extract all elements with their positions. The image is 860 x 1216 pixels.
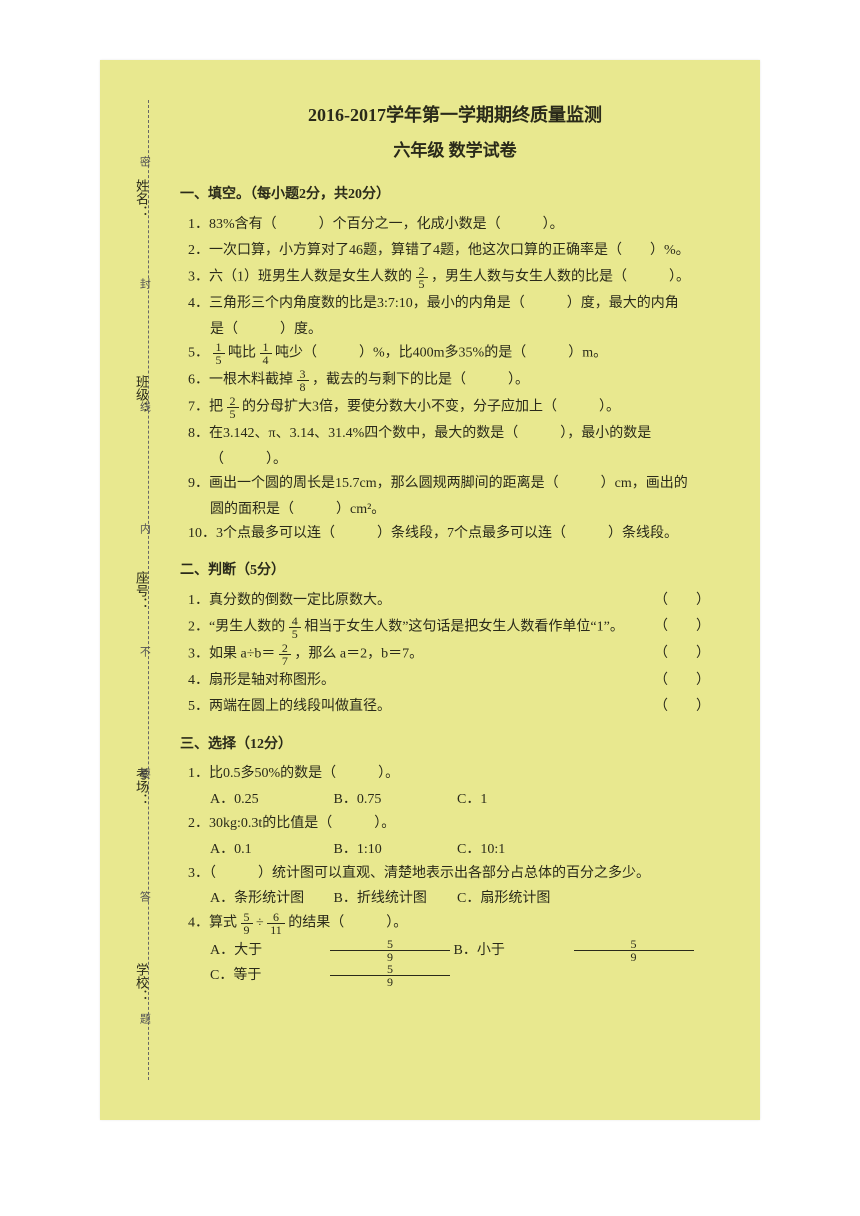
- choice-q2: 2．30kg:0.3t的比值是（ ）。: [188, 812, 730, 836]
- exam-paper: 姓名： 班级： 座号： 考场： 学校： 密 封 线 内 不 要 答 题 2016…: [100, 60, 760, 1120]
- fill-q2: 2．一次口算，小方算对了46题，算错了4题，他这次口算的正确率是（ ）%。: [188, 239, 730, 263]
- fill-q4: 4．三角形三个内角度数的比是3:7:10，最小的内角是（ ）度，最大的内角: [188, 292, 730, 316]
- fraction-3-8: 38: [297, 368, 309, 393]
- section-1-heading: 一、填空。（每小题2分，共20分）: [180, 183, 730, 207]
- fraction-1-5: 15: [213, 341, 225, 366]
- choice-q1-options: A．0.25 B．0.75 C．1: [210, 788, 730, 812]
- fill-q3: 3．六（1）班男生人数是女生人数的 25 ，男生人数与女生人数的比是（ ）。: [188, 265, 730, 290]
- judge-q5: 5．两端在圆上的线段叫做直径。（ ）: [188, 695, 730, 719]
- exam-title-line2: 六年级 数学试卷: [180, 137, 730, 166]
- fraction-5-9a: 59: [241, 911, 253, 936]
- choice-q3: 3．（ ）统计图可以直观、清楚地表示出各部分占总体的百分之多少。: [188, 862, 730, 886]
- fraction-2-5b: 25: [227, 395, 239, 420]
- seal-line-text: 密 封 线 内 不 要 答 题: [136, 100, 152, 1080]
- judge-q4: 4．扇形是轴对称图形。（ ）: [188, 669, 730, 693]
- choice-q4: 4．算式 59 ÷ 611 的结果（ ）。: [188, 911, 730, 936]
- fill-q9: 9．画出一个圆的周长是15.7cm，那么圆规两脚间的距离是（ ）cm，画出的: [188, 472, 730, 496]
- choice-q3-options: A．条形统计图 B．折线统计图 C．扇形统计图: [210, 887, 730, 911]
- fill-q7: 7．把 25 的分母扩大3倍，要使分数大小不变，分子应加上（ ）。: [188, 395, 730, 420]
- fill-q9-cont: 圆的面积是（ ）cm²。: [210, 498, 730, 522]
- fill-q5: 5． 15 吨比 14 吨少（ ）%，比400m多35%的是（ ）m。: [188, 341, 730, 366]
- choice-q4-options: A．大于59 B．小于59 C．等于59: [210, 938, 730, 988]
- judge-q1: 1．真分数的倒数一定比原数大。（ ）: [188, 589, 730, 613]
- choice-q2-options: A．0.1 B．1:10 C．10:1: [210, 838, 730, 862]
- fill-q8: 8．在3.142、π、3.14、31.4%四个数中，最大的数是（ ），最小的数是: [188, 422, 730, 446]
- judge-q2: 2．“男生人数的 45 相当于女生人数”这句话是把女生人数看作单位“1”。（ ）: [188, 615, 730, 640]
- fraction-2-5: 25: [416, 265, 428, 290]
- fill-q8-cont: （ ）。: [210, 448, 730, 472]
- choice-q1: 1．比0.5多50%的数是（ ）。: [188, 762, 730, 786]
- fill-q4-cont: 是（ ）度。: [210, 318, 730, 342]
- section-3-heading: 三、选择（12分）: [180, 733, 730, 757]
- fraction-1-4: 14: [260, 341, 272, 366]
- fraction-4-5: 45: [289, 615, 301, 640]
- fill-q10: 10．3个点最多可以连（ ）条线段，7个点最多可以连（ ）条线段。: [188, 522, 730, 546]
- fraction-6-11: 611: [267, 911, 285, 936]
- section-2-heading: 二、判断（5分）: [180, 559, 730, 583]
- exam-title-line1: 2016-2017学年第一学期期终质量监测: [180, 100, 730, 131]
- fill-q1: 1．83%含有（ ）个百分之一，化成小数是（ ）。: [188, 213, 730, 237]
- fraction-2-7: 27: [279, 642, 291, 667]
- fill-q6: 6．一根木料截掉 38 ，截去的与剩下的比是（ ）。: [188, 368, 730, 393]
- judge-q3: 3．如果 a÷b＝ 27 ，那么 a＝2，b＝7。（ ）: [188, 642, 730, 667]
